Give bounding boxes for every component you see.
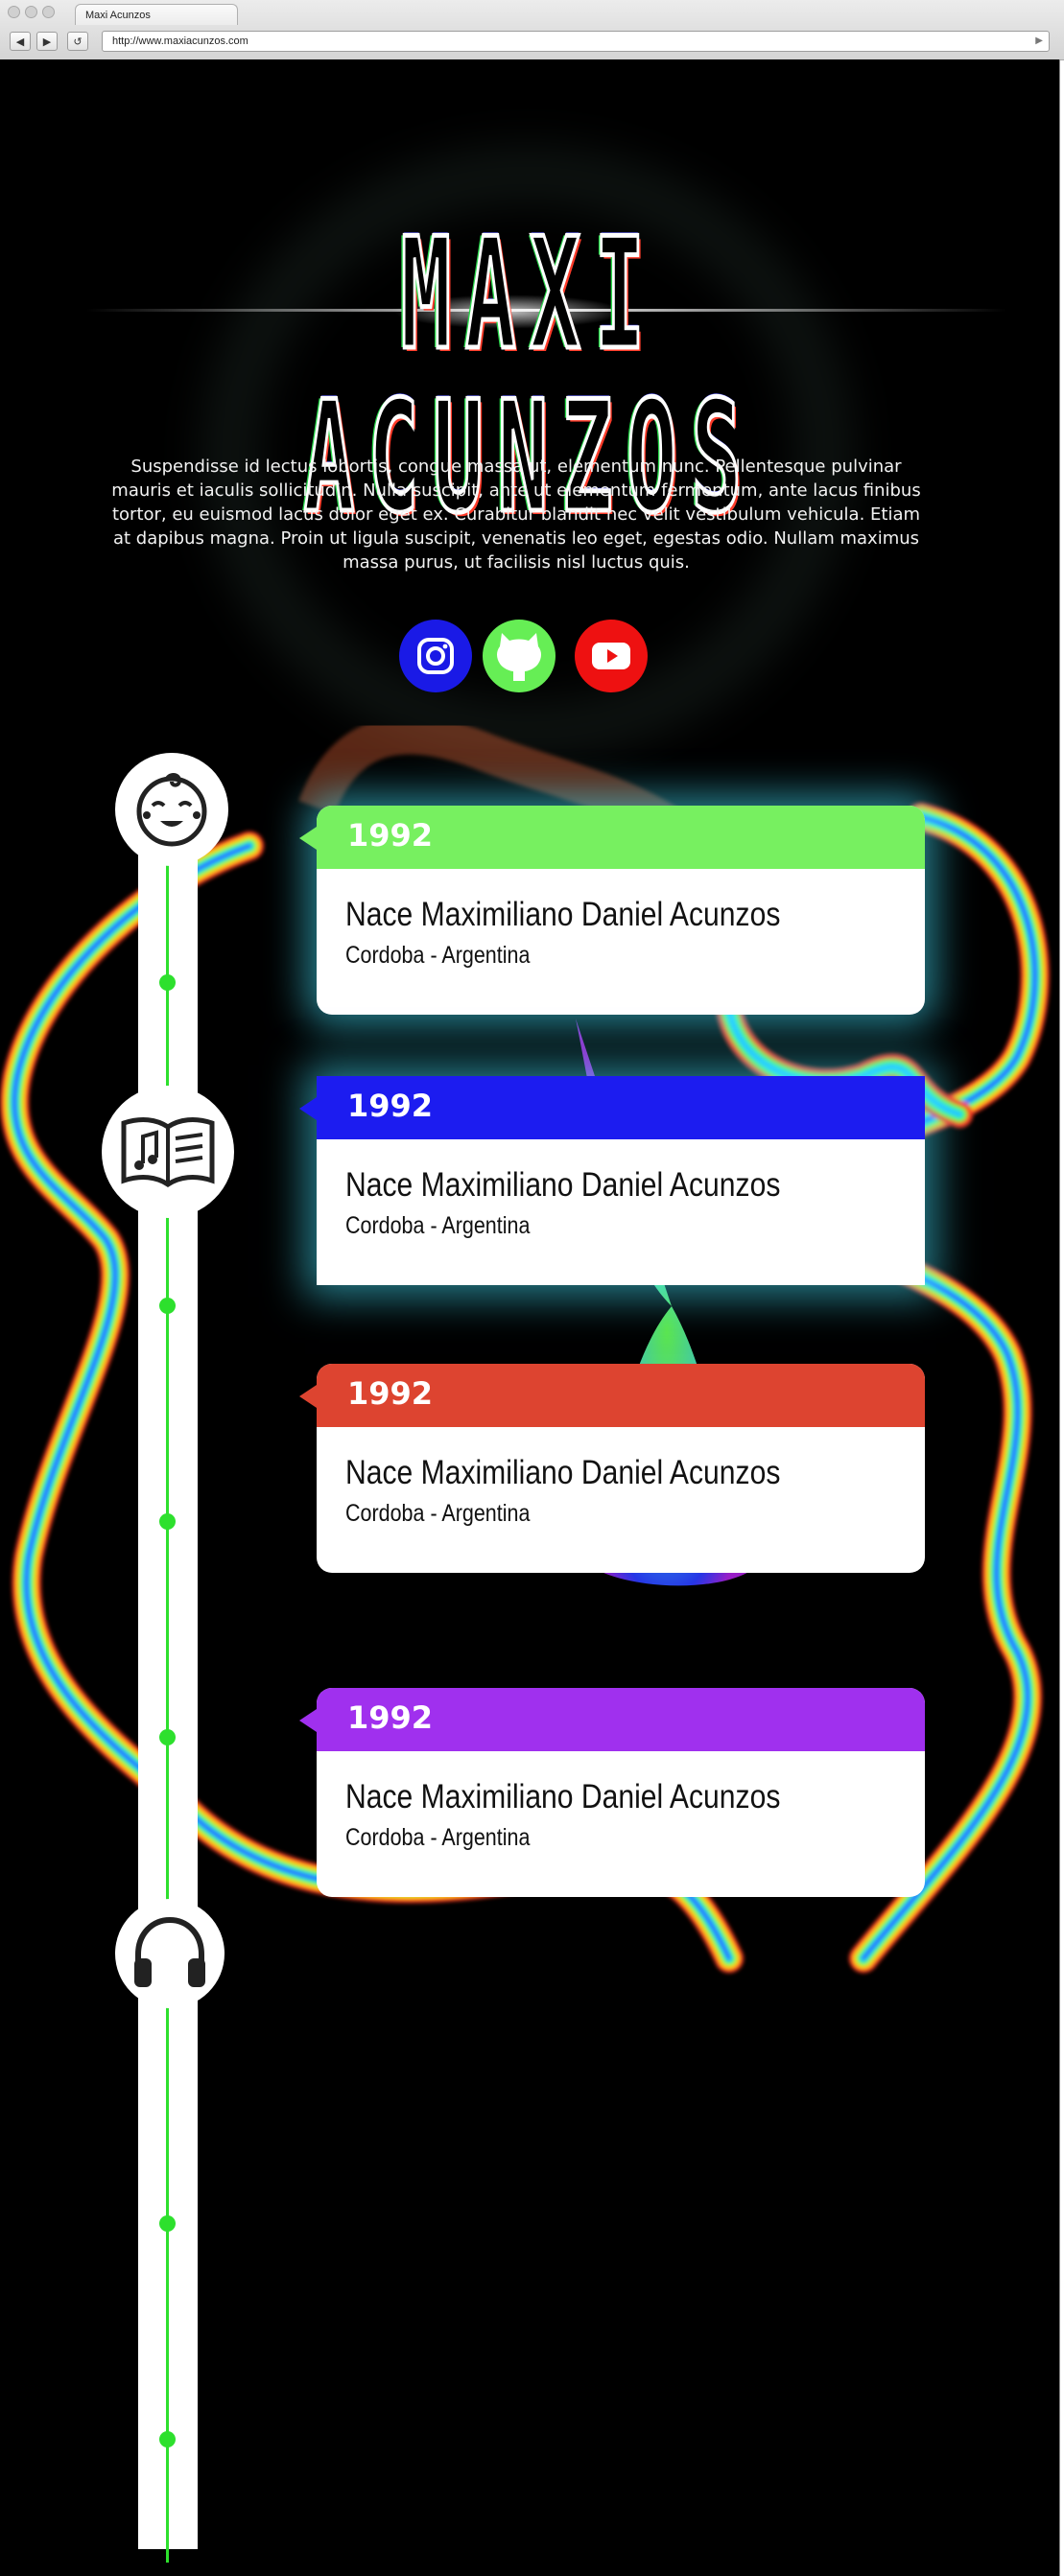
card-year: 1992 xyxy=(347,817,434,854)
github-icon xyxy=(497,633,541,681)
address-text[interactable]: http://www.maxiacunzos.com xyxy=(112,35,248,47)
page-content: MAXI ACUNZOS Suspendisse id lectus lobor… xyxy=(0,59,1060,2576)
timeline-dot xyxy=(159,1729,176,1745)
card-place: Cordoba - Argentina xyxy=(345,942,531,969)
card-header: 1992 xyxy=(299,1688,925,1751)
timeline-dot xyxy=(159,1298,176,1314)
address-bar[interactable]: http://www.maxiacunzos.com ▶ xyxy=(102,31,1050,52)
go-icon[interactable]: ▶ xyxy=(1035,35,1043,46)
baby-face-icon xyxy=(136,773,207,847)
timeline-card[interactable]: 1992 Nace Maximiliano Daniel Acunzos Cor… xyxy=(299,1688,925,1897)
instagram-link[interactable] xyxy=(399,620,472,692)
timeline-line xyxy=(166,808,169,2563)
reload-button[interactable]: ↺ xyxy=(67,32,88,51)
card-year: 1992 xyxy=(347,1375,434,1412)
timeline-dot xyxy=(159,974,176,991)
timeline-dot xyxy=(159,1513,176,1530)
intro-paragraph: Suspendisse id lectus lobortis, congue m… xyxy=(111,457,921,573)
youtube-link[interactable] xyxy=(575,620,648,692)
card-header: 1992 xyxy=(299,1364,925,1427)
timeline-dot xyxy=(159,2431,176,2447)
timeline-card[interactable]: 1992 Nace Maximiliano Daniel Acunzos Cor… xyxy=(299,1364,925,1573)
timeline-icon-headphones xyxy=(115,1899,225,2008)
timeline-icon-baby xyxy=(115,753,228,866)
github-link[interactable] xyxy=(483,620,556,692)
browser-tab[interactable]: Maxi Acunzos xyxy=(75,4,238,25)
timeline-dot xyxy=(159,2215,176,2232)
youtube-icon xyxy=(592,643,630,669)
lens-flare-line xyxy=(86,309,1007,312)
music-book-icon xyxy=(121,1117,215,1188)
forward-button[interactable]: ▶ xyxy=(36,32,58,51)
card-title: Nace Maximiliano Daniel Acunzos xyxy=(345,896,781,933)
card-place: Cordoba - Argentina xyxy=(345,1824,531,1851)
page-title: MAXI ACUNZOS xyxy=(302,204,756,547)
card-year: 1992 xyxy=(347,1699,434,1736)
zoom-window-button[interactable] xyxy=(42,6,55,18)
timeline-icon-music-book xyxy=(102,1086,234,1218)
headphones-icon xyxy=(134,1916,205,1987)
timeline-card[interactable]: 1992 Nace Maximiliano Daniel Acunzos Cor… xyxy=(299,1076,925,1285)
card-header: 1992 xyxy=(299,806,925,869)
browser-chrome: Maxi Acunzos ◀ ▶ ↺ http://www.maxiacunzo… xyxy=(0,0,1064,60)
timeline-card[interactable]: 1992 Nace Maximiliano Daniel Acunzos Cor… xyxy=(299,806,925,1015)
card-title: Nace Maximiliano Daniel Acunzos xyxy=(345,1166,781,1204)
lens-flare-glow xyxy=(393,294,624,329)
card-header: 1992 xyxy=(299,1076,925,1139)
window-controls xyxy=(8,6,55,18)
card-place: Cordoba - Argentina xyxy=(345,1212,531,1239)
close-window-button[interactable] xyxy=(8,6,20,18)
card-place: Cordoba - Argentina xyxy=(345,1500,531,1527)
card-year: 1992 xyxy=(347,1088,434,1124)
instagram-icon xyxy=(417,638,454,674)
card-title: Nace Maximiliano Daniel Acunzos xyxy=(345,1778,781,1815)
card-title: Nace Maximiliano Daniel Acunzos xyxy=(345,1454,781,1491)
minimize-window-button[interactable] xyxy=(25,6,37,18)
back-button[interactable]: ◀ xyxy=(10,32,31,51)
